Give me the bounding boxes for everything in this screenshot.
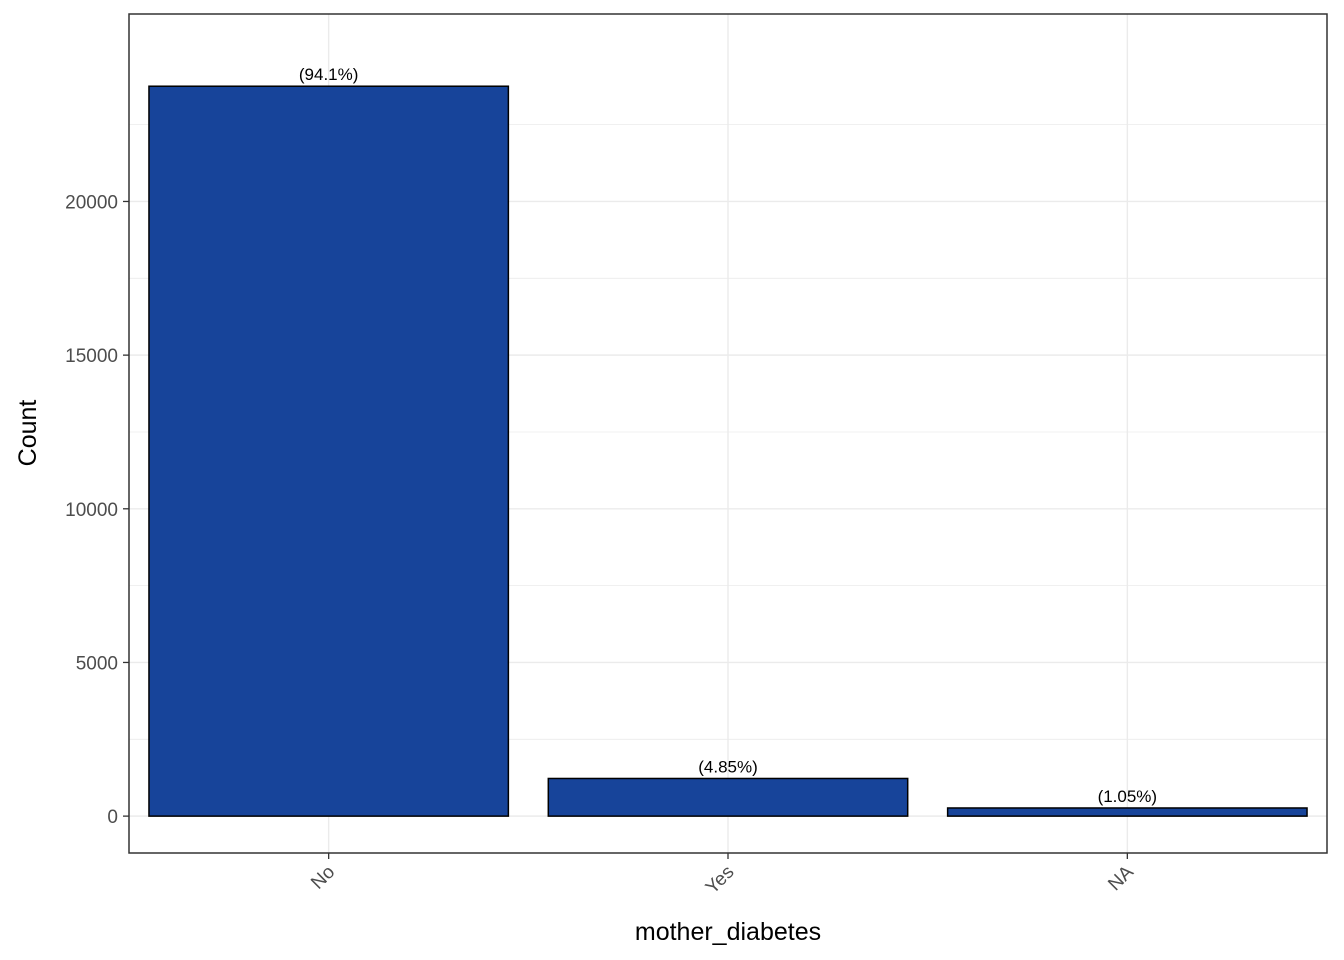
- y-tick-label: 5000: [76, 653, 118, 674]
- data-label: (94.1%): [299, 65, 359, 84]
- data-label: (1.05%): [1098, 787, 1158, 806]
- bars: [148, 85, 1308, 817]
- y-axis-title: Count: [14, 400, 42, 467]
- bar-na: [946, 807, 1308, 817]
- data-labels: (94.1%) (4.85%) (1.05%): [299, 65, 1157, 806]
- bar-no: [148, 85, 510, 817]
- bar-yes: [547, 777, 909, 817]
- y-tick-label: 15000: [65, 346, 118, 367]
- x-axis-title: mother_diabetes: [635, 918, 821, 946]
- y-tick-label: 0: [107, 807, 118, 828]
- y-axis: 0 5000 10000 15000 20000: [65, 192, 129, 828]
- y-tick-label: 10000: [65, 500, 118, 521]
- data-label: (4.85%): [698, 757, 758, 776]
- y-tick-label: 20000: [65, 192, 118, 213]
